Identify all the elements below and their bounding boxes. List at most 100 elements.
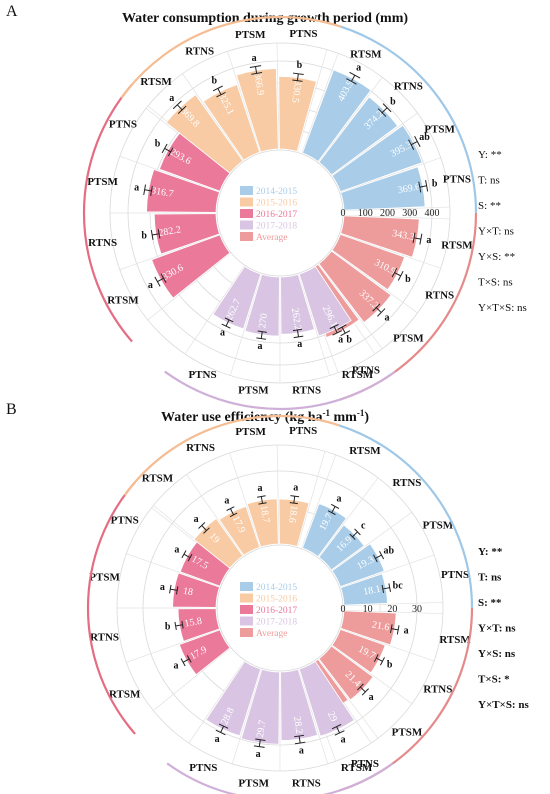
- error-bar-cap: [349, 71, 361, 79]
- error-bar-cap: [391, 267, 398, 278]
- group-arc: [166, 762, 394, 794]
- category-label: RTSM: [441, 239, 473, 251]
- grid-spoke: [126, 628, 221, 663]
- bar-2015-2016-RTNS: [218, 505, 261, 556]
- legend-swatch: [240, 220, 253, 230]
- error-bar: [296, 329, 300, 338]
- significance-letter: b: [390, 96, 396, 107]
- bar-value-label: 15.8: [184, 616, 203, 630]
- error-bar: [152, 233, 160, 236]
- error-bar-cap: [294, 734, 305, 738]
- significance-letter: ab: [383, 546, 394, 557]
- axis-tick-label: 0: [341, 604, 346, 615]
- error-bar: [352, 531, 358, 538]
- error-bar-cap: [425, 180, 429, 192]
- group-arc: [82, 83, 133, 343]
- significance-letter: b: [155, 139, 161, 150]
- category-label: PTNS: [289, 425, 317, 437]
- bar-2017-2018-PTSM: [244, 273, 280, 337]
- error-bar-cap: [218, 723, 229, 729]
- bar-2016-2017-PTSM: [172, 572, 220, 608]
- category-label: RTSM: [342, 369, 374, 381]
- bar-2016-2017-RTNS: [153, 213, 220, 255]
- grid-spoke: [342, 206, 450, 212]
- bar-2014-2015-RTSM: [301, 502, 347, 558]
- error-bar-cap: [212, 85, 223, 92]
- error-bar-cap: [294, 741, 306, 745]
- category-label: RTNS: [292, 778, 321, 790]
- category-label: PTNS: [352, 365, 380, 377]
- category-label: RTSM: [142, 472, 174, 484]
- stat-line: T: ns: [478, 175, 500, 187]
- grid-spoke: [330, 511, 413, 572]
- bar-value-label: 18.6: [286, 505, 299, 524]
- stat-line: Y: **: [478, 149, 502, 161]
- bar-value-label: 18.1: [362, 584, 381, 598]
- stat-line: Y×T×S: ns: [478, 699, 529, 711]
- error-bar-cap: [390, 624, 393, 633]
- error-bar: [183, 553, 191, 559]
- error-bar-cap: [215, 729, 226, 736]
- grid-spoke: [229, 273, 262, 376]
- category-label: RTNS: [423, 684, 452, 696]
- grid-spoke: [186, 474, 245, 557]
- error-bar-cap: [332, 330, 342, 336]
- axis-tick-label: 100: [358, 208, 373, 219]
- category-label: PTSM: [89, 571, 120, 583]
- axis-tick-label: 20: [387, 604, 397, 615]
- category-label: PTNS: [443, 174, 471, 186]
- bar-2015-2016-RTSM: [165, 94, 244, 174]
- grid-spoke: [297, 451, 326, 548]
- bar-2014-2015-RTNS: [318, 96, 399, 176]
- grid-spoke: [119, 233, 221, 271]
- bar-value-label: 270: [257, 313, 270, 329]
- error-bar-cap: [330, 503, 340, 510]
- bar-value-label: 343.3: [391, 228, 415, 243]
- legend-swatch: [240, 186, 253, 195]
- error-bar-cap: [388, 583, 391, 592]
- category-label: RTNS: [292, 385, 321, 397]
- error-bar-cap: [377, 108, 387, 117]
- category-label: RTSM: [107, 294, 139, 306]
- error-bar-cap: [221, 323, 231, 329]
- category-label: PTNS: [351, 758, 379, 770]
- error-bar-cap: [379, 657, 385, 666]
- category-label: RTNS: [88, 237, 117, 249]
- bar-2015-2016-PTSM: [236, 68, 279, 153]
- legend-label: 2017-2018: [256, 618, 297, 628]
- error-bar-cap: [255, 738, 266, 741]
- error-bar-cap: [372, 303, 381, 312]
- legend-label: Average: [256, 233, 287, 243]
- category-label: PTSM: [235, 426, 266, 438]
- bar-value-label: 18.7: [258, 505, 272, 524]
- legend-swatch: [240, 232, 253, 241]
- stat-line: Y×T: ns: [478, 226, 514, 238]
- error-bar-cap: [379, 550, 385, 560]
- error-bar-cap: [346, 78, 357, 85]
- category-label: RTSM: [140, 76, 172, 88]
- significance-letter: a: [341, 735, 346, 746]
- error-bar: [351, 74, 356, 82]
- significance-letter: b: [346, 335, 352, 346]
- error-bar-cap: [381, 584, 385, 593]
- category-label: PTNS: [441, 569, 469, 581]
- group-arc: [338, 424, 474, 609]
- error-bar-cap: [396, 625, 400, 635]
- error-bar-cap: [397, 270, 404, 281]
- significance-letter: a: [258, 341, 263, 352]
- error-bar: [260, 331, 263, 339]
- category-label: PTSM: [393, 333, 424, 345]
- category-label: RTNS: [425, 290, 454, 302]
- category-label: PTSM: [392, 726, 423, 738]
- error-bar-cap: [174, 621, 177, 631]
- error-bar: [201, 525, 207, 531]
- error-bar: [382, 587, 390, 590]
- significance-letter: a: [252, 53, 257, 64]
- bar-2014-2015-PTSM: [331, 543, 385, 588]
- error-bar: [170, 588, 178, 591]
- chart-title-b: Water use efficiency (kg ha-1 mm-1): [161, 408, 369, 425]
- axis-tick-label: 300: [402, 208, 417, 219]
- panel-a: A Water consumption during growth period…: [6, 3, 527, 411]
- grid-spoke: [232, 668, 262, 764]
- error-bar-cap: [167, 147, 174, 157]
